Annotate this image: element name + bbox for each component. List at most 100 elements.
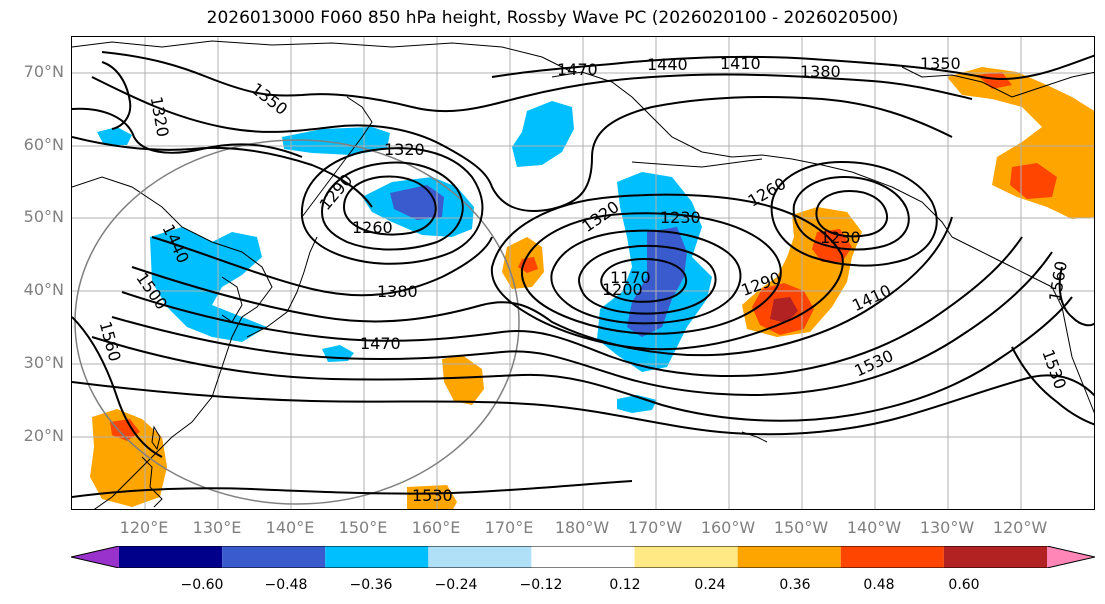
lat-label-50n: 50°N <box>23 207 64 226</box>
contour-1530-bottom <box>72 480 633 498</box>
lat-label-60n: 60°N <box>23 135 64 154</box>
contour-low-central-inner2 <box>577 244 717 315</box>
contour-1560-east <box>1058 266 1094 327</box>
colorbar-tick-label: 0.48 <box>863 577 895 593</box>
contour-1380-north <box>72 136 373 208</box>
lon-label-160w: 160°W <box>700 518 756 537</box>
colorbar-tick-label: −0.12 <box>519 577 563 593</box>
coastline-korea <box>221 276 243 323</box>
coastline-canada-arctic <box>901 66 1094 98</box>
contour-low-kuril-inner <box>342 175 437 236</box>
contour-label-1230-central: 1230 <box>660 208 701 227</box>
contour-label-1560-east: 1560 <box>1045 259 1071 302</box>
positive-anomaly-philippines <box>90 409 167 507</box>
colorbar-segment <box>943 546 1047 568</box>
positive-anomaly-south-central <box>442 355 484 405</box>
contour-1470-central <box>111 251 1053 396</box>
contour-label-1200: 1200 <box>602 280 643 299</box>
contour-low-kuril-mid <box>320 161 464 251</box>
coastline-sakhalin-kamchatka <box>301 96 373 218</box>
height-contours <box>72 51 1094 498</box>
colorbar-tick-label: 0.24 <box>694 577 726 593</box>
contour-1470-north <box>491 54 1094 80</box>
map-panel[interactable]: 1470 1440 1410 1380 1350 1320 1350 1320 … <box>71 36 1095 510</box>
contour-1560-west <box>72 316 163 458</box>
negative-anomaly-east-asia <box>150 227 267 342</box>
contour-low-central-core <box>600 257 687 303</box>
contour-label-1320-nw: 1320 <box>147 95 173 138</box>
colorbar-segment <box>119 546 223 568</box>
contour-low-kuril-outer <box>300 147 484 265</box>
coastline-philippines <box>141 456 163 508</box>
contour-1440-central <box>121 236 1023 378</box>
coastline-alaska <box>551 71 953 238</box>
contour-label-1440: 1440 <box>647 55 688 74</box>
contour-low-central-mid <box>520 212 782 335</box>
lon-label-180w: 180°W <box>554 518 610 537</box>
colorbar-tick-label: −0.48 <box>264 577 308 593</box>
lon-label-140e: 140°E <box>265 518 315 537</box>
colorbar-tick-label: −0.36 <box>349 577 393 593</box>
lat-label-20n: 20°N <box>23 426 64 445</box>
lon-label-120e: 120°E <box>119 518 169 537</box>
lon-label-130e: 130°E <box>192 518 242 537</box>
lon-label-130w: 130°W <box>919 518 975 537</box>
contour-label-1530-bottom: 1530 <box>412 486 453 505</box>
contour-low-alaska-outer <box>770 160 938 267</box>
contour-label-1410: 1410 <box>720 54 761 73</box>
contour-1350-north <box>72 107 303 158</box>
positive-anomaly-bottom-small <box>407 485 457 509</box>
lon-label-160e: 160°E <box>411 518 461 537</box>
colorbar-segment <box>325 546 429 568</box>
colorbar-segment <box>634 546 738 568</box>
colorbar-segment <box>531 546 635 568</box>
contour-low-alaska-inner <box>792 175 910 251</box>
range-circle <box>74 139 520 505</box>
positive-anomaly-philippines-core <box>110 419 140 441</box>
colorbar-tick-label: 0.12 <box>609 577 641 593</box>
contour-label-1530-central: 1530 <box>851 346 896 380</box>
lon-label-120w: 120°W <box>992 518 1048 537</box>
contour-1320-nw <box>101 61 132 130</box>
lat-label-40n: 40°N <box>23 280 64 299</box>
positive-anomaly-western-canada-core <box>1010 163 1057 199</box>
colorbar-segments <box>71 546 1095 568</box>
negative-anomaly-aleutian-north <box>512 101 574 167</box>
contour-label-1170: 1170 <box>610 268 651 287</box>
contour-label-1530-east: 1530 <box>1038 347 1070 392</box>
colorbar-tick-label: 0.60 <box>948 577 980 593</box>
colorbar-segment <box>840 546 944 568</box>
contour-low-central-outer <box>490 193 844 351</box>
contour-label-1260-kuril: 1260 <box>352 218 393 237</box>
lon-label-140w: 140°W <box>846 518 902 537</box>
colorbar-segment <box>1047 546 1095 568</box>
coastline-aleutians <box>631 158 763 168</box>
contour-label-1470: 1470 <box>557 60 598 79</box>
contour-label-1470-central: 1470 <box>360 334 401 353</box>
contour-1530-south <box>72 374 1094 436</box>
contour-label-1320-central: 1320 <box>578 197 622 236</box>
colorbar-segment <box>222 546 326 568</box>
lon-label-150w: 150°W <box>773 518 829 537</box>
contour-1530-east <box>1011 346 1094 426</box>
colorbar-tick-label: −0.24 <box>434 577 478 593</box>
colorbar-tick-label: −0.60 <box>180 577 224 593</box>
contour-label-1410-east: 1410 <box>849 281 894 315</box>
map-canvas: 1470 1440 1410 1380 1350 1320 1350 1320 … <box>72 37 1094 509</box>
contour-label-1380: 1380 <box>800 62 841 81</box>
lon-label-150e: 150°E <box>338 518 388 537</box>
lat-label-30n: 30°N <box>23 353 64 372</box>
coastline-siberia-north <box>72 40 573 73</box>
contour-1440-north <box>101 51 973 113</box>
contour-1410-north <box>91 76 953 212</box>
lon-label-170e: 170°E <box>484 518 534 537</box>
positive-anomaly-gulf-of-alaska-peak <box>770 297 798 323</box>
contour-label-1320-kuril: 1320 <box>384 140 425 159</box>
lon-label-170w: 170°W <box>627 518 683 537</box>
contour-label-1230-alaska: 1230 <box>820 228 861 247</box>
negative-anomaly-west-small <box>97 127 132 145</box>
coastline-taiwan <box>151 425 161 451</box>
lat-label-70n: 70°N <box>23 62 64 81</box>
coastline-japan <box>246 236 318 338</box>
colorbar <box>71 546 1095 568</box>
